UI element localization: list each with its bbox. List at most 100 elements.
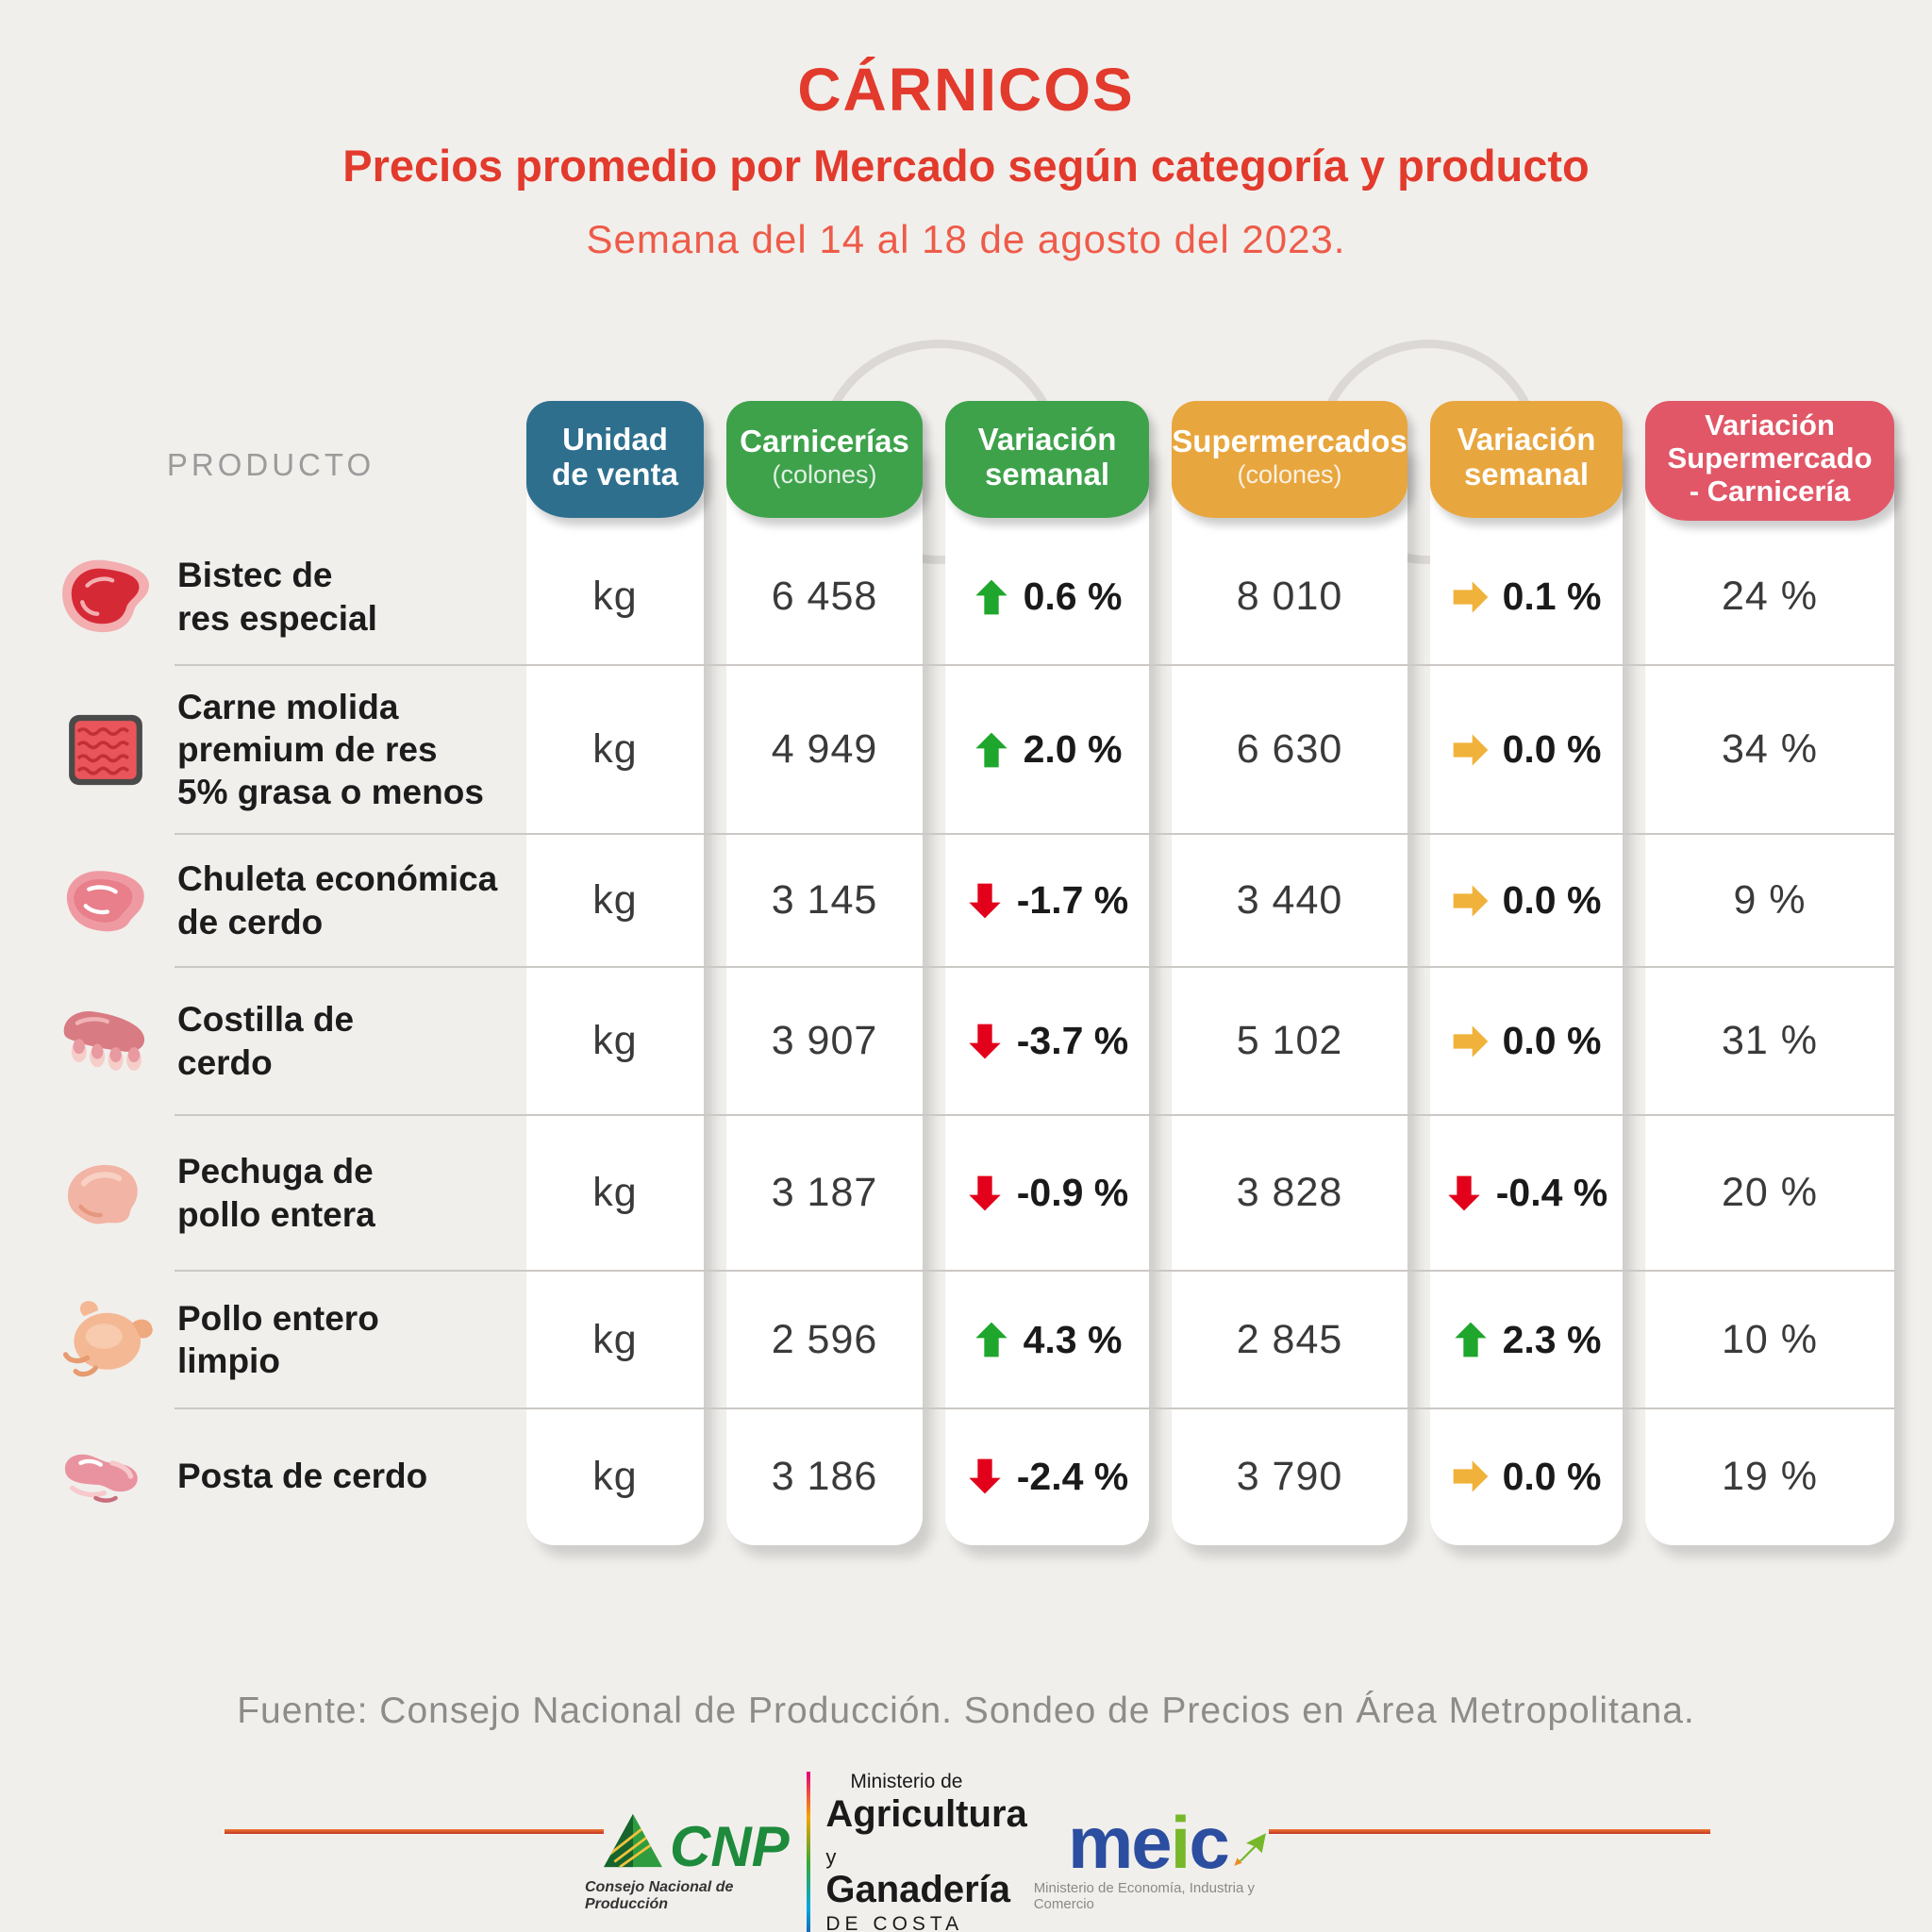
unit-value: kg [592, 877, 638, 923]
column-sublabel: (colones) [1237, 460, 1342, 490]
supermarket-variation-value: 0.0 % [1502, 1019, 1602, 1062]
column-card [726, 443, 923, 1545]
row-divider [175, 966, 1894, 968]
mag-color-bar-icon [806, 1772, 811, 1932]
supermarket-variation-value: 0.0 % [1502, 1454, 1602, 1498]
column-card [1430, 443, 1623, 1545]
trend-arrow-icon [1452, 882, 1490, 920]
supermarket-price: 3 828 [1236, 1170, 1343, 1215]
product-name: Bistec de res especial [177, 556, 377, 638]
row-divider [175, 664, 1894, 666]
column-label: Supermercados [1172, 423, 1407, 458]
carniceria-price: 3 907 [771, 1018, 878, 1063]
table-row-product: Costilla de cerdo [38, 967, 504, 1115]
difference-value: 9 % [1733, 877, 1807, 923]
trend-arrow-icon [966, 1457, 1004, 1495]
meic-part3: c [1189, 1801, 1229, 1885]
mag-line1: Agricultura [825, 1793, 1027, 1835]
product-name: Pollo entero limpio [177, 1298, 379, 1380]
table-row-product: Chuleta económica de cerdo [38, 834, 504, 967]
footer-rule-left [225, 1829, 604, 1834]
pork-ribs-icon [47, 999, 164, 1084]
column-label: Unidad de venta [552, 421, 678, 491]
supermarket-price: 5 102 [1236, 1018, 1343, 1063]
difference-value: 24 % [1721, 574, 1818, 619]
cnp-acronym: CNP [670, 1815, 790, 1878]
mag-logo: Ministerio de Agricultura y Ganadería DE… [806, 1772, 1034, 1932]
column-card [1645, 443, 1894, 1545]
table-row-product: Pechuga de pollo entera [38, 1115, 504, 1271]
pork-chop-icon [47, 858, 164, 943]
column-label: Variación semanal [977, 421, 1117, 491]
row-divider [175, 1270, 1894, 1272]
page-title: CÁRNICOS [797, 56, 1135, 124]
carniceria-variation-value: -3.7 % [1016, 1019, 1129, 1062]
trend-arrow-icon [973, 578, 1010, 616]
header-variacion-semanal-carniceria: Variación semanal [945, 401, 1149, 518]
unit-value: kg [592, 1018, 638, 1063]
supermarket-price: 3 790 [1236, 1453, 1343, 1499]
supermarket-variation-value: 2.3 % [1502, 1317, 1602, 1361]
column-card [1172, 443, 1407, 1545]
steak-icon [47, 555, 164, 640]
header-unidad-de-venta: Unidad de venta [526, 401, 704, 518]
difference-value: 31 % [1721, 1018, 1818, 1063]
price-table: PRODUCTO Unidad de venta Carnicerías (co… [38, 401, 1894, 1544]
trend-arrow-icon [966, 882, 1004, 920]
footer-logos: CNP Consejo Nacional de Producción Minis… [585, 1772, 1302, 1932]
row-divider [175, 1114, 1894, 1116]
supermarket-variation-value: 0.1 % [1502, 575, 1602, 618]
unit-value: kg [592, 726, 638, 772]
header-carnicerias: Carnicerías (colones) [726, 401, 923, 518]
column-card [526, 443, 704, 1545]
column-label: Carnicerías [740, 423, 909, 458]
trend-arrow-icon [966, 1174, 1004, 1212]
meic-logo: meic Ministerio de Economía, Industria y… [1033, 1806, 1302, 1912]
trend-arrow-icon [1452, 731, 1490, 769]
mag-line2: Ganadería [825, 1869, 1011, 1910]
source-note: Fuente: Consejo Nacional de Producción. … [237, 1690, 1695, 1731]
header-supermercados: Supermercados (colones) [1172, 401, 1407, 518]
difference-value: 20 % [1721, 1170, 1818, 1215]
supermarket-variation-value: -0.4 % [1495, 1171, 1608, 1214]
unit-value: kg [592, 1316, 638, 1362]
page-subtitle: Precios promedio por Mercado según categ… [342, 141, 1590, 191]
supermarket-price: 3 440 [1236, 877, 1343, 923]
trend-arrow-icon [1452, 1023, 1490, 1060]
meic-part1: me [1067, 1801, 1173, 1885]
carniceria-variation-value: 4.3 % [1023, 1317, 1123, 1361]
table-row-product: Carne molida premium de res 5% grasa o m… [38, 665, 504, 834]
row-divider [175, 1407, 1894, 1409]
table-row-product: Bistec de res especial [38, 528, 504, 665]
column-label: Variación Supermercado - Carnicería [1667, 408, 1873, 508]
growth-arrow-icon [1228, 1828, 1268, 1873]
product-name: Posta de cerdo [177, 1457, 428, 1496]
supermarket-price: 6 630 [1236, 726, 1343, 772]
row-divider [175, 833, 1894, 835]
product-name: Pechuga de pollo entera [177, 1152, 375, 1234]
unit-value: kg [592, 1453, 638, 1499]
trend-arrow-icon [1452, 1457, 1490, 1495]
supermarket-variation-value: 0.0 % [1502, 878, 1602, 922]
mag-conjunction: y [825, 1845, 837, 1869]
trend-arrow-icon [1452, 578, 1490, 616]
supermarket-price: 8 010 [1236, 574, 1343, 619]
meic-caption: Ministerio de Economía, Industria y Come… [1033, 1879, 1255, 1912]
column-label: Variación semanal [1457, 421, 1596, 491]
carniceria-variation-value: -2.4 % [1016, 1454, 1129, 1498]
carniceria-variation-value: -1.7 % [1016, 878, 1129, 922]
pork-loin-icon [47, 1434, 164, 1519]
carniceria-variation-value: -0.9 % [1016, 1171, 1129, 1214]
header-variacion-semanal-supermercado: Variación semanal [1430, 401, 1623, 518]
supermarket-price: 2 845 [1236, 1316, 1343, 1362]
column-sublabel: (colones) [772, 460, 877, 490]
product-name: Carne molida premium de res 5% grasa o m… [177, 687, 484, 812]
mag-country: DE COSTA RICA [825, 1913, 963, 1932]
supermarket-variation-value: 0.0 % [1502, 727, 1602, 771]
trend-arrow-icon [973, 731, 1010, 769]
carniceria-variation-value: 2.0 % [1023, 727, 1123, 771]
carniceria-variation-value: 0.6 % [1023, 575, 1123, 618]
trend-arrow-icon [1452, 1321, 1490, 1358]
product-column-header: PRODUCTO [166, 446, 375, 482]
